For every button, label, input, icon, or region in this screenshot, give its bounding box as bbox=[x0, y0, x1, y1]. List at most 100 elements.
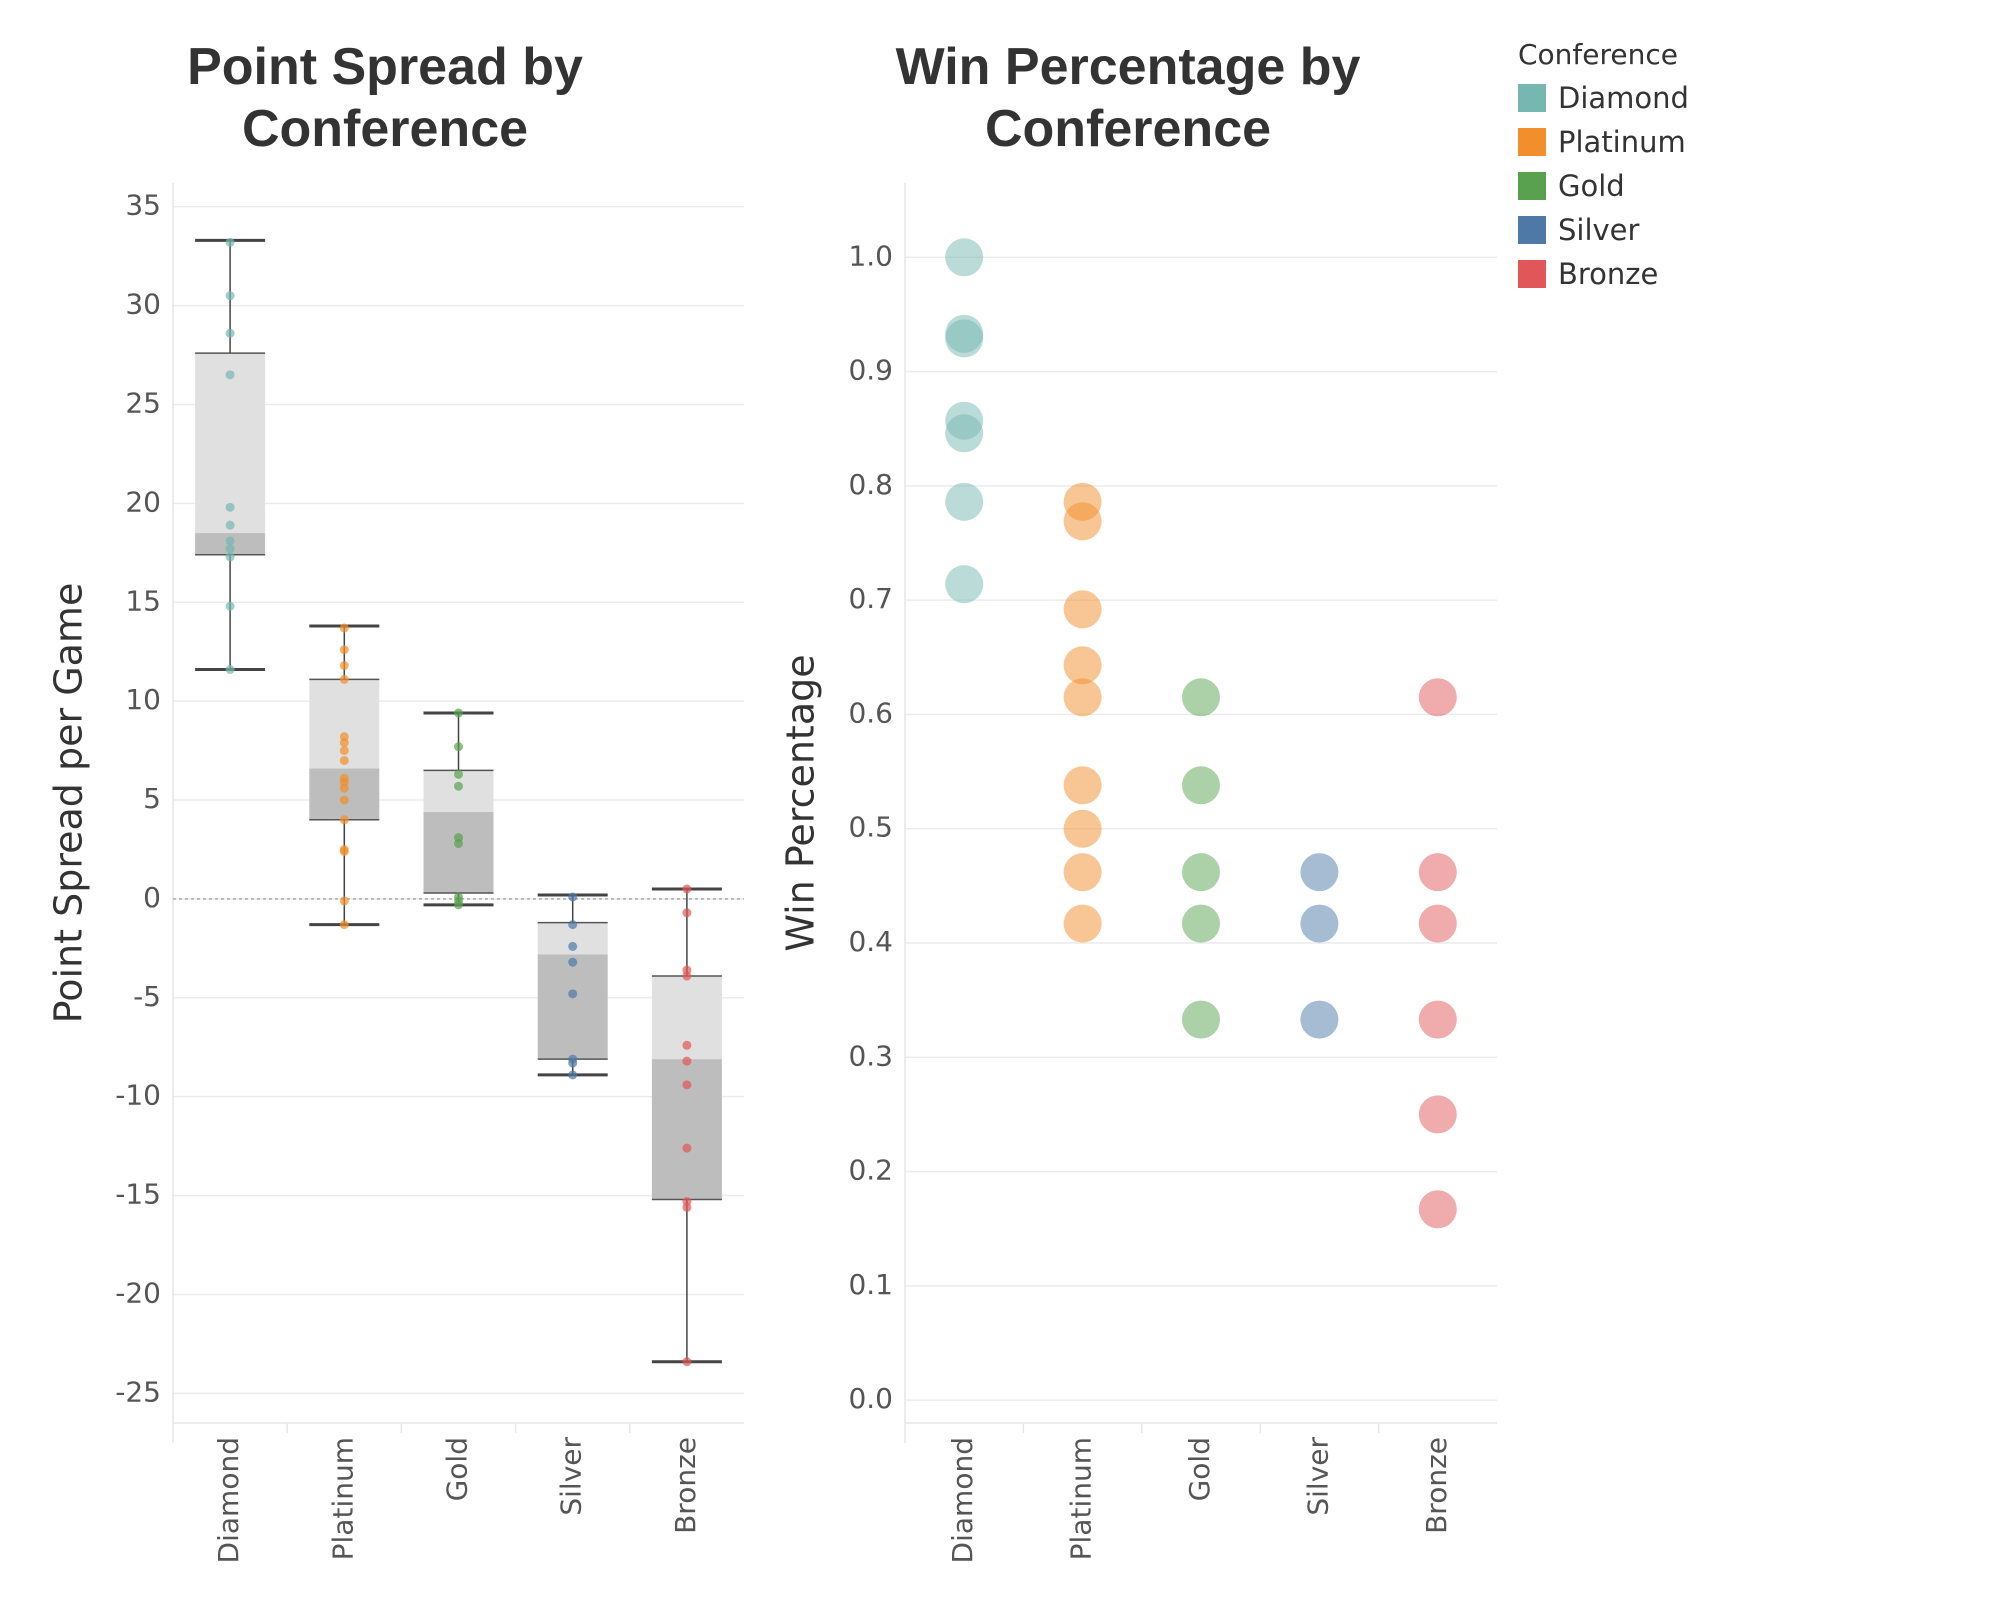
point bbox=[339, 783, 349, 793]
point bbox=[1418, 1190, 1457, 1229]
y-axis-label: Win Percentage bbox=[779, 654, 823, 951]
point bbox=[454, 742, 463, 752]
point bbox=[945, 319, 984, 358]
point bbox=[339, 645, 349, 655]
x-tick-label: Platinum bbox=[1065, 1437, 1098, 1560]
point bbox=[1418, 1095, 1457, 1134]
point bbox=[568, 920, 578, 930]
point bbox=[1063, 904, 1102, 943]
y-tick-label: 0.7 bbox=[848, 582, 893, 615]
legend-label: Bronze bbox=[1558, 257, 1659, 291]
point bbox=[1418, 904, 1457, 943]
point bbox=[225, 237, 235, 247]
point bbox=[682, 1080, 692, 1090]
y-tick-label: -25 bbox=[115, 1375, 161, 1408]
x-tick-label: Gold bbox=[441, 1437, 474, 1501]
point bbox=[568, 957, 578, 967]
point bbox=[454, 839, 463, 849]
point bbox=[1418, 853, 1457, 892]
legend-item: Bronze bbox=[1518, 252, 1689, 296]
point bbox=[339, 746, 349, 756]
y-axis-label: Point Spread per Game bbox=[47, 583, 91, 1024]
point bbox=[1063, 502, 1102, 541]
legend-item: Diamond bbox=[1518, 76, 1689, 120]
y-tick-label: 20 bbox=[125, 485, 161, 518]
legend-label: Diamond bbox=[1558, 81, 1689, 115]
legend-swatch bbox=[1518, 216, 1546, 244]
point bbox=[682, 1143, 692, 1153]
point bbox=[1182, 678, 1220, 717]
y-tick-label: 0.8 bbox=[848, 468, 893, 501]
point bbox=[1182, 1000, 1220, 1039]
point bbox=[339, 623, 349, 633]
y-tick-label: 5 bbox=[143, 782, 161, 815]
legend-item: Gold bbox=[1518, 164, 1689, 208]
legend: Conference Diamond Platinum Gold Silver Bron… bbox=[1518, 32, 1689, 296]
y-tick-label: 0.9 bbox=[848, 354, 893, 387]
point bbox=[1063, 646, 1102, 685]
point bbox=[339, 755, 349, 765]
point bbox=[568, 892, 578, 902]
chart-title: Point Spread by Conference bbox=[187, 38, 583, 158]
point bbox=[339, 896, 349, 906]
point bbox=[339, 738, 349, 748]
point bbox=[225, 328, 235, 338]
box-lower bbox=[651, 1059, 722, 1200]
point bbox=[568, 1058, 578, 1068]
point bbox=[1418, 1000, 1457, 1039]
y-tick-label: 0.6 bbox=[848, 696, 893, 729]
x-tick-label: Diamond bbox=[212, 1437, 245, 1563]
y-tick-label: 0.3 bbox=[848, 1039, 893, 1072]
y-tick-label: 0.4 bbox=[848, 925, 893, 958]
x-tick-label: Platinum bbox=[326, 1437, 359, 1560]
y-tick-label: 35 bbox=[125, 189, 161, 222]
point bbox=[225, 544, 235, 554]
x-tick-label: Diamond bbox=[946, 1437, 979, 1563]
point bbox=[1063, 678, 1102, 717]
point bbox=[1300, 853, 1339, 892]
point bbox=[568, 989, 578, 999]
point bbox=[945, 482, 984, 521]
point bbox=[682, 1202, 692, 1212]
y-tick-label: 0.0 bbox=[848, 1382, 893, 1415]
point bbox=[682, 1357, 692, 1367]
point bbox=[225, 601, 235, 611]
y-tick-label: 10 bbox=[125, 683, 161, 716]
point bbox=[339, 815, 349, 825]
point bbox=[1300, 1000, 1339, 1039]
y-tick-label: 30 bbox=[125, 288, 161, 321]
x-tick-label: Silver bbox=[1301, 1437, 1334, 1516]
legend-label: Silver bbox=[1558, 213, 1640, 247]
x-tick-label: Silver bbox=[555, 1437, 588, 1516]
point bbox=[1063, 766, 1102, 805]
point bbox=[1182, 853, 1220, 892]
point bbox=[225, 502, 235, 512]
legend-title: Conference bbox=[1518, 37, 1679, 71]
legend-swatch bbox=[1518, 84, 1546, 112]
point bbox=[225, 665, 235, 675]
y-tick-label: -10 bbox=[115, 1079, 161, 1112]
point bbox=[682, 1040, 692, 1050]
point bbox=[1300, 904, 1339, 943]
point bbox=[568, 1070, 578, 1080]
y-tick-label: -5 bbox=[133, 980, 161, 1013]
point bbox=[945, 238, 984, 277]
point bbox=[1418, 678, 1457, 717]
point bbox=[1182, 766, 1220, 805]
point bbox=[225, 536, 235, 546]
point bbox=[339, 795, 349, 805]
y-tick-label: 0.5 bbox=[848, 811, 893, 844]
point bbox=[945, 565, 984, 604]
legend-swatch bbox=[1518, 172, 1546, 200]
point bbox=[339, 920, 349, 930]
point bbox=[454, 900, 463, 910]
point bbox=[945, 414, 984, 453]
legend-item: Platinum bbox=[1518, 120, 1689, 164]
point bbox=[682, 884, 692, 894]
point bbox=[339, 661, 349, 671]
point bbox=[225, 291, 235, 301]
point bbox=[225, 520, 235, 530]
box-lower bbox=[423, 811, 494, 893]
x-tick-label: Gold bbox=[1183, 1437, 1216, 1501]
